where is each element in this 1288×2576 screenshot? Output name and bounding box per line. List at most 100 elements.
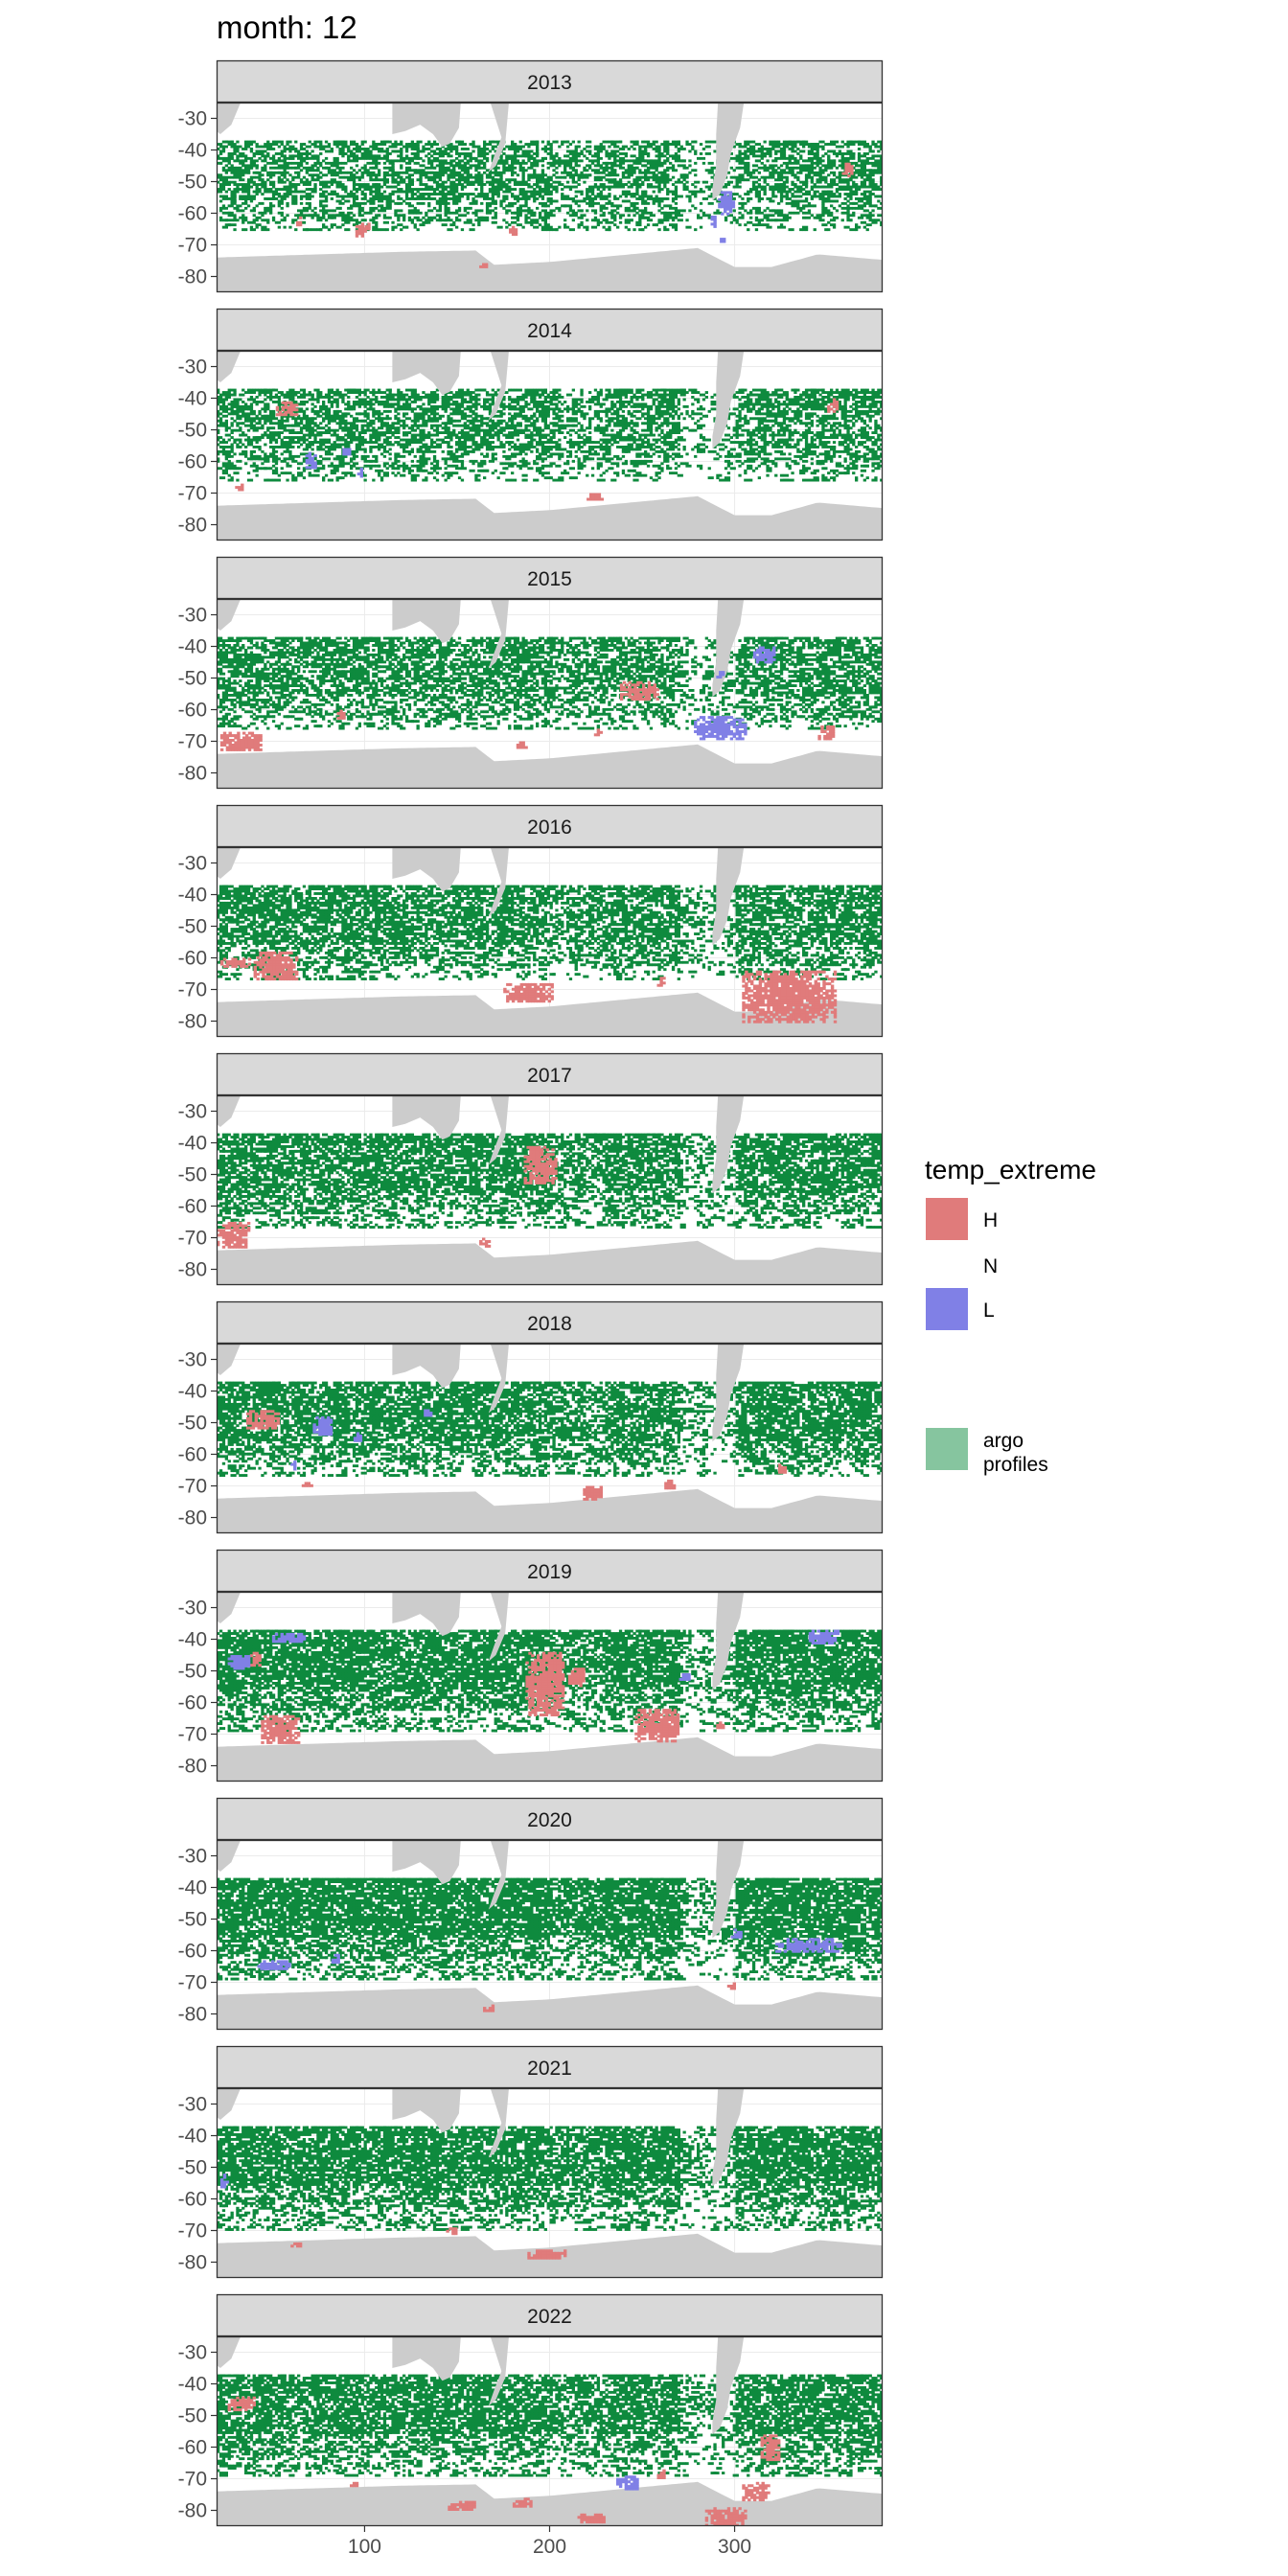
argo-cell xyxy=(843,159,850,163)
argo-cell xyxy=(357,448,364,451)
argo-cell xyxy=(586,140,589,144)
argo-cell xyxy=(660,171,664,174)
argo-cell xyxy=(865,156,872,160)
argo-cell xyxy=(313,183,317,186)
argo-cell xyxy=(313,164,317,168)
argo-cell xyxy=(630,140,633,144)
argo-cell xyxy=(613,209,617,213)
argo-cell xyxy=(427,193,431,196)
argo-cell xyxy=(416,148,420,150)
argo-cell xyxy=(261,401,264,403)
argo-cell xyxy=(568,161,573,165)
argo-cell xyxy=(513,152,518,155)
argo-cell xyxy=(269,145,273,149)
argo-cell xyxy=(388,396,395,399)
argo-cell xyxy=(638,150,642,153)
argo-cell xyxy=(505,161,509,165)
argo-cell xyxy=(763,140,767,144)
argo-cell xyxy=(297,216,301,219)
argo-cell xyxy=(378,190,381,194)
argo-cell xyxy=(302,143,307,146)
argo-cell xyxy=(508,204,512,208)
argo-cell xyxy=(291,398,295,402)
argo-cell xyxy=(804,143,809,146)
argo-cell xyxy=(230,448,234,451)
argo-cell xyxy=(344,412,351,416)
argo-cell xyxy=(297,402,301,406)
argo-cell xyxy=(269,209,273,213)
argo-cell xyxy=(218,393,223,397)
argo-cell xyxy=(400,140,403,144)
argo-cell xyxy=(666,218,670,222)
argo-cell xyxy=(713,150,717,153)
argo-cell xyxy=(221,398,228,402)
argo-cell xyxy=(502,164,506,168)
argo-cell xyxy=(671,199,676,203)
argo-cell xyxy=(302,402,307,406)
argo-cell xyxy=(299,417,304,421)
argo-cell xyxy=(391,169,395,172)
argo-cell xyxy=(277,398,281,402)
argo-cell xyxy=(466,206,472,210)
argo-cell xyxy=(352,140,356,144)
argo-cell xyxy=(363,438,367,442)
argo-cell xyxy=(621,199,626,203)
argo-cell xyxy=(341,396,345,399)
argo-cell xyxy=(221,166,226,170)
argo-cell xyxy=(663,211,667,215)
argo-cell xyxy=(536,145,540,149)
argo-cell xyxy=(375,156,379,160)
argo-cell xyxy=(694,150,698,153)
high-extreme-cells-cell xyxy=(360,234,364,238)
argo-cell xyxy=(388,152,392,155)
argo-cell xyxy=(474,145,481,149)
argo-cell xyxy=(233,391,237,394)
argo-cell xyxy=(269,438,276,442)
argo-cell xyxy=(283,161,289,165)
argo-cell xyxy=(227,467,231,471)
argo-cell xyxy=(852,190,856,194)
argo-cell xyxy=(865,143,869,146)
argo-cell xyxy=(404,197,409,200)
argo-cell xyxy=(252,469,256,472)
argo-cell xyxy=(432,180,437,184)
argo-cell xyxy=(802,164,806,168)
argo-cell xyxy=(316,469,320,472)
low-extreme-cells-cell xyxy=(725,196,730,199)
argo-cell xyxy=(297,446,301,448)
argo-cell xyxy=(463,161,467,165)
argo-cell xyxy=(846,214,850,218)
argo-cell xyxy=(877,150,881,153)
argo-cell xyxy=(593,201,600,205)
argo-cell xyxy=(217,428,220,432)
argo-cell xyxy=(302,401,307,403)
argo-cell xyxy=(291,478,298,482)
argo-cell xyxy=(283,150,287,153)
argo-cell xyxy=(757,183,761,186)
argo-cell xyxy=(802,216,806,219)
argo-cell xyxy=(499,183,503,186)
facet-panel-2013: 2013-30-40-50-60-70-80 xyxy=(178,59,884,293)
argo-cell xyxy=(447,201,450,205)
argo-cell xyxy=(249,143,254,146)
argo-cell xyxy=(630,218,633,222)
argo-cell xyxy=(299,438,304,442)
argo-cell xyxy=(385,152,389,155)
argo-cell xyxy=(449,173,453,177)
argo-cell xyxy=(796,166,803,170)
argo-cell xyxy=(527,183,531,186)
argo-cell xyxy=(816,161,819,165)
argo-cell xyxy=(719,211,723,215)
argo-cell xyxy=(297,183,301,186)
argo-cell xyxy=(496,178,500,182)
argo-cell xyxy=(799,209,803,213)
argo-cell xyxy=(385,206,389,210)
argo-cell xyxy=(280,164,284,168)
argo-cell xyxy=(291,154,298,158)
argo-cell xyxy=(255,402,259,406)
argo-cell xyxy=(372,414,376,418)
argo-cell xyxy=(372,402,376,406)
argo-cell xyxy=(294,422,298,426)
facet-strip xyxy=(216,59,884,104)
argo-cell xyxy=(252,426,256,430)
